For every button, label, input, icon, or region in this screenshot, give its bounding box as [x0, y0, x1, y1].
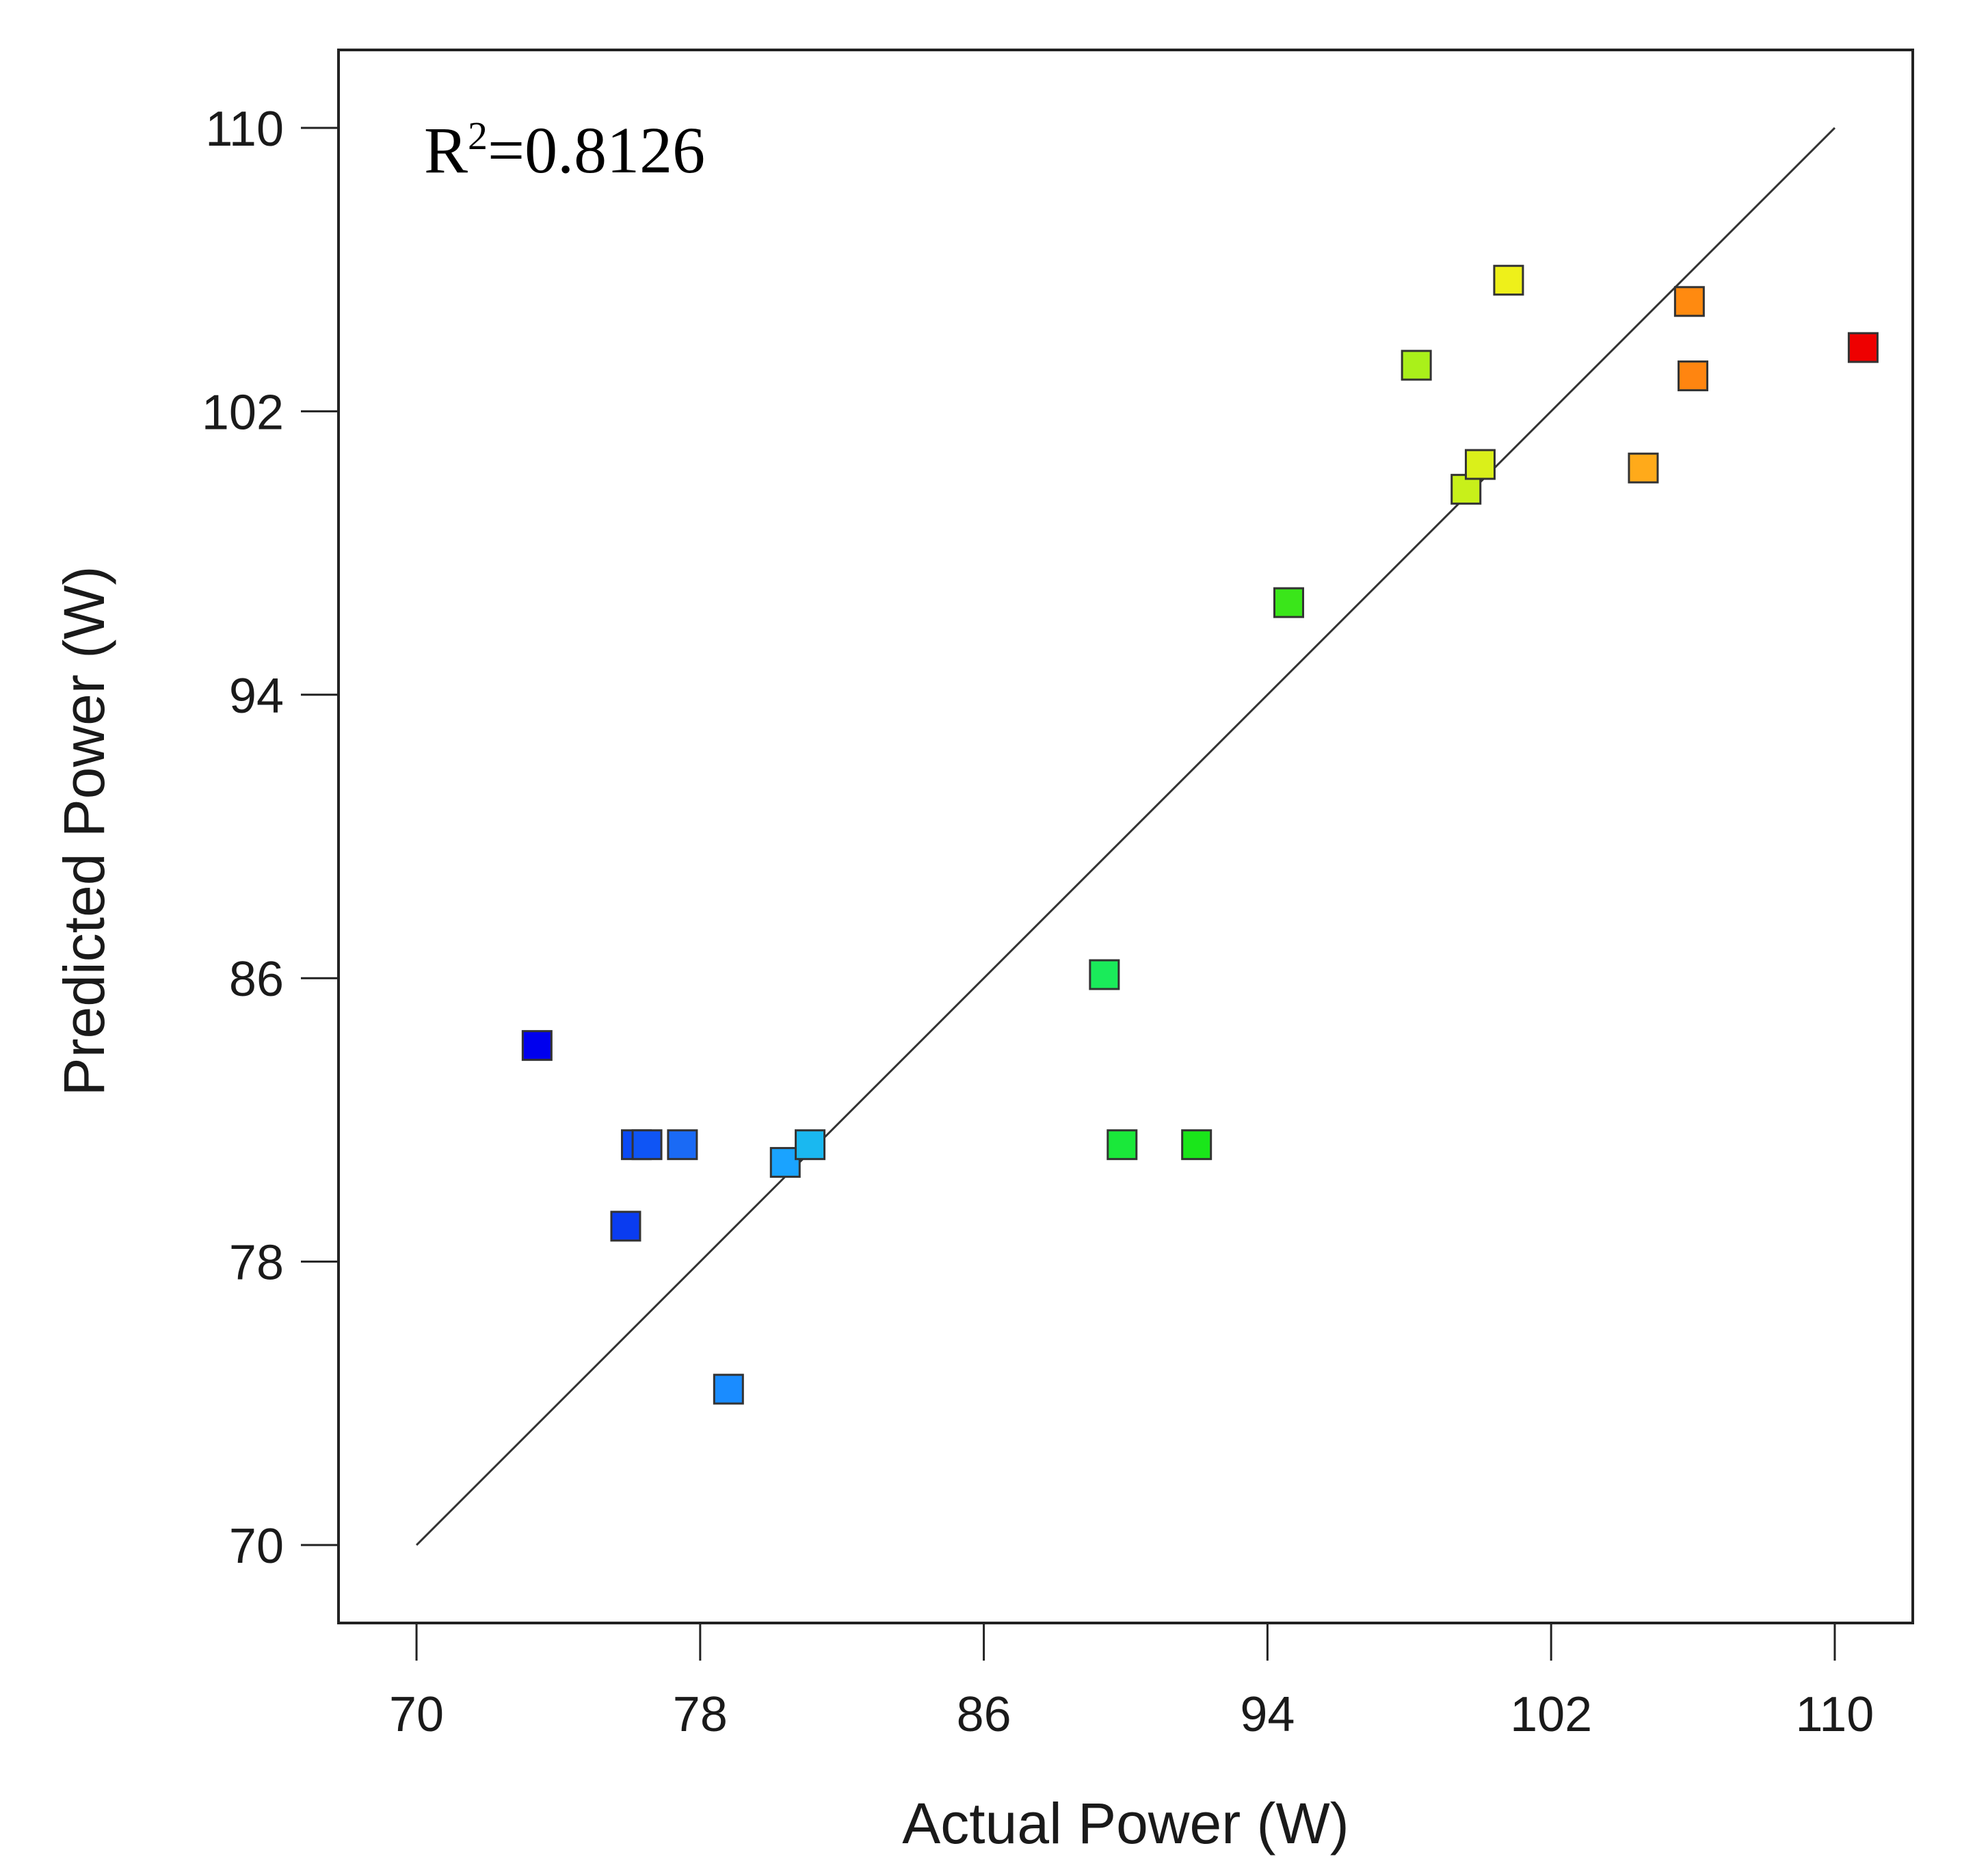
y-tick-label: 86	[229, 952, 284, 1007]
data-point	[1181, 1129, 1212, 1161]
data-point	[667, 1129, 698, 1161]
x-axis: 70 78 86 94 102 110	[389, 1623, 1874, 1742]
x-tick-label: 70	[389, 1687, 444, 1742]
y-tick-label: 110	[205, 102, 284, 157]
r2-superscript: 2	[468, 114, 488, 158]
data-point	[1847, 332, 1879, 363]
y-axis-label: Predicted Power (W)	[52, 566, 116, 1096]
y-tick-label: 70	[229, 1519, 284, 1574]
data-point	[1464, 449, 1496, 480]
data-point	[1678, 360, 1709, 392]
data-point	[631, 1129, 663, 1161]
data-points	[521, 265, 1879, 1405]
data-point	[769, 1147, 801, 1178]
data-point	[795, 1129, 826, 1161]
data-point	[1493, 265, 1524, 296]
y-tick-label: 94	[229, 669, 284, 724]
reference-line-layer	[416, 127, 1835, 1546]
x-tick-label: 102	[1510, 1687, 1592, 1742]
data-point	[1089, 959, 1120, 990]
y-tick-label: 102	[202, 385, 284, 440]
data-point	[610, 1211, 641, 1242]
data-point	[1673, 286, 1705, 317]
data-point	[713, 1373, 744, 1405]
r2-prefix: R	[424, 114, 468, 187]
data-point	[1628, 452, 1659, 484]
plot-frame	[337, 49, 1914, 1624]
data-point	[1401, 349, 1432, 381]
x-tick-label: 94	[1240, 1687, 1295, 1742]
x-tick-label: 110	[1796, 1687, 1874, 1742]
y-tick-label: 78	[229, 1236, 284, 1291]
x-tick-label: 86	[957, 1687, 1011, 1742]
r2-annotation: R2=0.8126	[424, 114, 705, 187]
reference-line	[416, 127, 1835, 1546]
data-point	[1106, 1129, 1138, 1161]
data-point	[1273, 587, 1304, 618]
x-axis-label: Actual Power (W)	[902, 1791, 1349, 1856]
r2-value: =0.8126	[488, 114, 705, 187]
y-axis: 70 78 86 94 102 110	[202, 102, 339, 1574]
data-point	[521, 1030, 553, 1061]
x-tick-label: 78	[673, 1687, 728, 1742]
